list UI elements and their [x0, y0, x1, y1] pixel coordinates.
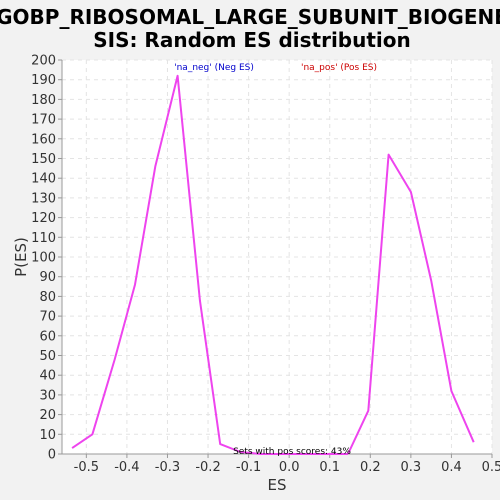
y-tick-label: 80	[39, 290, 56, 305]
y-tick-label: 120	[31, 211, 56, 226]
x-tick-label: 0.2	[360, 460, 381, 475]
x-tick-label: -0.4	[114, 460, 139, 475]
grid	[62, 59, 493, 455]
series	[71, 74, 475, 455]
x-axis-label: ES	[268, 476, 287, 494]
x-tick-label: 0.5	[482, 460, 500, 475]
y-tick-label: 20	[39, 408, 56, 423]
y-tick-label: 40	[39, 369, 56, 384]
y-tick-label: 50	[39, 349, 56, 364]
x-tick-label: 0.0	[279, 460, 300, 475]
y-tick-label: 170	[31, 113, 56, 128]
pos-scores-annotation: Sets with pos scores: 43%	[233, 447, 351, 457]
y-tick-label: 0	[48, 448, 56, 463]
y-tick-label: 60	[39, 329, 56, 344]
legend-neg-label: 'na_neg' (Neg ES)	[174, 63, 254, 73]
chart-title-line-1: GOBP_RIBOSOMAL_LARGE_SUBUNIT_BIOGENE	[0, 5, 500, 29]
y-tick-label: 110	[31, 231, 56, 246]
plot-area	[62, 60, 492, 454]
x-tick-label: -0.5	[74, 460, 99, 475]
y-tick-label: 10	[39, 428, 56, 443]
legend-pos-label: 'na_pos' (Pos ES)	[301, 63, 377, 73]
series-line-2	[347, 153, 475, 455]
x-tick-label: 0.4	[441, 460, 462, 475]
x-tick-label: -0.2	[195, 460, 220, 475]
y-axis-label: P(ES)	[12, 237, 30, 277]
y-tick-label: 200	[31, 54, 56, 69]
series-line-1	[71, 74, 348, 455]
tick-labels: 0 10 20 30 40 50 60 70 80 90 100 110 120 130 140 150 160…	[31, 54, 500, 476]
y-tick-label: 100	[31, 251, 56, 266]
y-tick-label: 150	[31, 152, 56, 167]
x-tick-label: -0.1	[236, 460, 261, 475]
y-tick-label: 160	[31, 132, 56, 147]
y-tick-label: 70	[39, 310, 56, 325]
x-tick-label: -0.3	[155, 460, 180, 475]
y-tick-label: 30	[39, 388, 56, 403]
y-tick-label: 90	[39, 270, 56, 285]
x-tick-label: 0.3	[401, 460, 422, 475]
x-tick-label: 0.1	[319, 460, 340, 475]
y-tick-label: 140	[31, 172, 56, 187]
chart-title-line-2: SIS: Random ES distribution	[93, 28, 411, 52]
y-tick-label: 130	[31, 191, 56, 206]
y-tick-label: 190	[31, 73, 56, 88]
y-tick-label: 180	[31, 93, 56, 108]
